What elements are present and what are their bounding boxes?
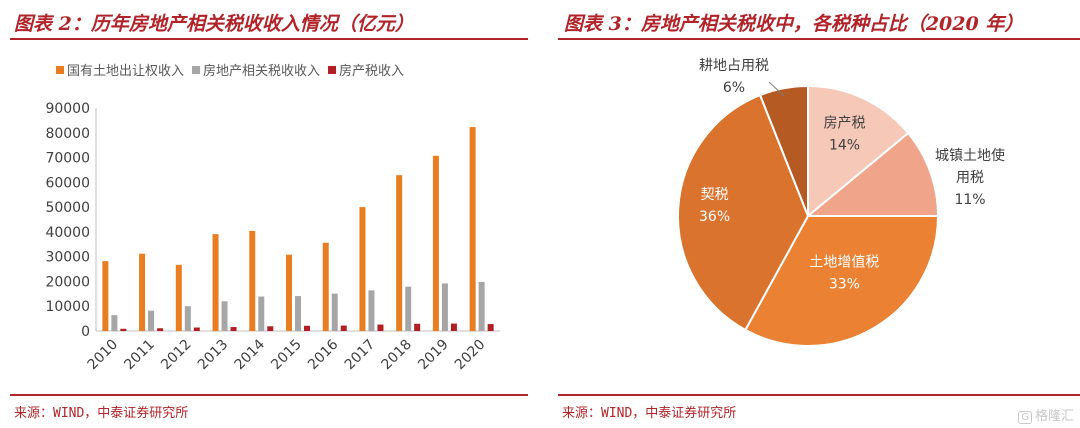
- pie-pct-label-1: 14%: [829, 137, 860, 153]
- y-tick-label: 70000: [45, 151, 90, 167]
- bar-2012-series-2: [184, 306, 191, 331]
- bar-2010-series-1: [102, 261, 109, 331]
- bar-2014-series-3: [267, 326, 274, 331]
- bar-2019-series-2: [441, 283, 448, 331]
- x-tick-label: 2020: [452, 337, 489, 374]
- legend-swatch-1: [56, 66, 64, 74]
- x-tick-label: 2018: [378, 337, 415, 374]
- x-tick-label: 2010: [85, 337, 122, 374]
- pie-slice-1: [807, 84, 910, 219]
- y-tick-label: 80000: [45, 126, 90, 142]
- bar-2011-series-3: [157, 328, 164, 331]
- bar-2018-series-2: [405, 286, 412, 331]
- bar-2015-series-2: [295, 296, 301, 331]
- bar-2019-series-1: [432, 155, 439, 331]
- chart-panel-tax-revenue: 图表 2：历年房地产相关税收收入情况（亿元） 国有土地出让权收入 房地产相关税收收…: [0, 0, 528, 428]
- x-tick-label: 2019: [415, 337, 452, 374]
- bar-2012-series-1: [175, 264, 182, 331]
- y-tick-label: 30000: [45, 250, 90, 266]
- watermark-text: 格隆汇: [1034, 409, 1074, 424]
- x-tick-label: 2015: [268, 337, 305, 374]
- bar-2017-series-1: [359, 207, 366, 331]
- leader-line: [768, 81, 785, 97]
- pie-pct-label-4: 36%: [699, 209, 730, 225]
- legend-label-2: 房地产相关税收收入: [203, 63, 320, 79]
- x-tick-label: 2016: [305, 336, 342, 373]
- bar-2017-series-2: [368, 290, 375, 331]
- x-tick-label: 2017: [342, 337, 379, 374]
- bar-2016-series-3: [340, 325, 347, 331]
- chart-panel-tax-share: 图表 3：房地产相关税收中，各税种占比（2020 年） 房产税 14% 城镇土地使用…: [548, 0, 1080, 428]
- bar-2012-series-3: [193, 327, 200, 331]
- bar-2010-series-2: [111, 315, 118, 331]
- x-tick-label: 2014: [232, 336, 269, 373]
- pie-label-3: 土地增值税: [809, 255, 879, 271]
- bar-2011-series-2: [148, 310, 155, 331]
- bar-2019-series-3: [450, 323, 457, 331]
- pie-label-2: 城镇土地使: [935, 147, 1005, 164]
- pie-label-5: 耕地占用税: [699, 57, 769, 74]
- source-rule: [558, 394, 1080, 396]
- legend-swatch-3: [328, 66, 337, 74]
- y-tick-label: 50000: [45, 200, 90, 216]
- bar-2014-series-1: [249, 230, 256, 331]
- x-tick-label: 2013: [195, 337, 232, 374]
- pie-label-4: 契税: [701, 187, 729, 203]
- chart-title: 图表 2：历年房地产相关税收收入情况（亿元）: [14, 13, 414, 35]
- pie-label-1: 房产税: [824, 115, 866, 131]
- source-rule: [10, 394, 528, 396]
- bar-2020-series-3: [487, 324, 494, 331]
- legend-label-1: 国有土地出让权收入: [67, 63, 184, 79]
- bar-2014-series-2: [258, 296, 265, 331]
- pie-pct-label-3: 33%: [829, 277, 860, 293]
- y-tick-label: 20000: [45, 274, 90, 290]
- source-note: 来源：WIND，中泰证券研究所: [562, 406, 737, 421]
- pie-label-2: 用税: [956, 170, 984, 186]
- bar-2018-series-1: [396, 175, 403, 331]
- pie-slice-4: [677, 93, 810, 332]
- watermark-logo-icon: G: [1018, 411, 1032, 424]
- source-note: 来源：WIND，中泰证券研究所: [14, 406, 189, 421]
- x-tick-label: 2011: [121, 337, 158, 374]
- y-tick-label: 10000: [45, 299, 90, 315]
- bar-2017-series-3: [377, 324, 384, 331]
- bar-2013-series-2: [221, 301, 228, 331]
- bar-2020-series-2: [478, 281, 485, 331]
- watermark: G 格隆汇: [1018, 405, 1074, 424]
- bar-2013-series-3: [230, 327, 237, 331]
- bar-2018-series-3: [414, 323, 421, 331]
- bar-2016-series-2: [331, 293, 338, 331]
- pie-pct-label-5: 6%: [723, 80, 745, 96]
- bar-2020-series-1: [469, 127, 476, 331]
- bar-2015-series-1: [286, 254, 292, 331]
- pie-slice-3: [744, 215, 940, 347]
- title-rule: [558, 38, 1080, 40]
- y-tick-label: 0: [81, 324, 90, 340]
- bar-2016-series-1: [322, 242, 329, 331]
- pie-slice-5: [758, 84, 809, 217]
- chart-title: 图表 3：房地产相关税收中，各税种占比（2020 年）: [564, 13, 1024, 35]
- bar-2011-series-1: [139, 253, 146, 331]
- legend-label-3: 房产税收入: [339, 63, 404, 79]
- pie-pct-label-2: 11%: [954, 192, 985, 208]
- y-tick-label: 90000: [45, 101, 90, 117]
- bar-2015-series-3: [304, 325, 310, 331]
- x-tick-label: 2012: [158, 337, 195, 374]
- bar-2013-series-1: [212, 234, 219, 331]
- y-tick-label: 40000: [45, 225, 90, 241]
- bar-chart: 国有土地出让权收入 房地产相关税收收入 房产税收入 0 10000 20000 30000 4…: [45, 63, 500, 374]
- legend-swatch-2: [192, 66, 201, 74]
- pie-slice-2: [805, 131, 940, 217]
- title-rule: [10, 38, 528, 40]
- bar-2010-series-3: [120, 328, 127, 331]
- y-tick-label: 60000: [45, 175, 90, 191]
